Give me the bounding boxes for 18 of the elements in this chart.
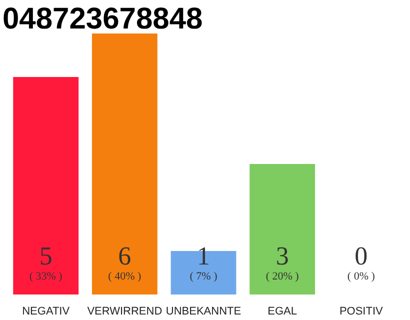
annotation: ( 33% ) <box>29 270 63 282</box>
chart-title: 048723678848 <box>2 2 203 36</box>
bar <box>13 77 79 294</box>
x-tick-label: POSITIV <box>339 306 384 318</box>
annotation: ( 7% ) <box>190 270 218 282</box>
data-label: 5 <box>39 242 52 270</box>
x-tick-label: UNBEKANNTE <box>166 306 242 318</box>
data-label: 6 <box>118 242 132 270</box>
bar <box>250 164 316 294</box>
annotation: ( 20% ) <box>266 270 300 282</box>
bar <box>92 34 158 294</box>
x-tick-label: VERWIRREND <box>87 306 162 318</box>
x-tick-label: NEGATIV <box>22 306 70 318</box>
data-label: 0 <box>354 242 368 270</box>
annotation: ( 40% ) <box>108 270 142 282</box>
annotation: ( 0% ) <box>347 270 376 282</box>
data-label: 3 <box>276 242 289 270</box>
x-tick-label: EGAL <box>268 306 298 318</box>
